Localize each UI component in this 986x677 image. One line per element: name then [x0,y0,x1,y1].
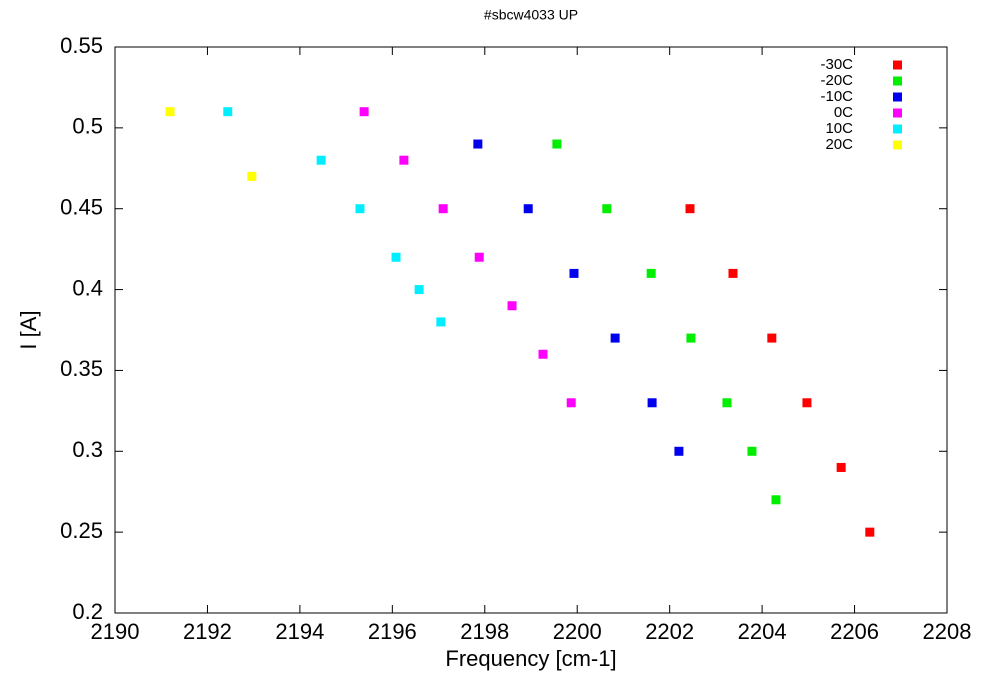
x-axis-label: Frequency [cm-1] [445,646,616,671]
y-tick-label: 0.45 [60,195,103,220]
y-tick-label: 0.2 [72,599,103,624]
point [767,333,777,343]
point [722,398,732,408]
y-tick-label: 0.4 [72,275,103,300]
point [473,139,483,149]
point [802,398,812,408]
point [685,204,695,214]
x-tick-label: 2190 [91,619,140,644]
point [414,285,424,295]
legend-label: 0C [834,104,853,121]
legend-swatch [893,108,902,118]
y-tick-label: 0.55 [60,33,103,58]
point [566,398,576,408]
x-tick-label: 2194 [275,619,324,644]
point [747,446,757,456]
plot-frame [114,46,948,614]
point [474,252,484,262]
point [247,171,257,181]
point [538,349,548,359]
legend-swatch [893,140,902,150]
x-tick-label: 2202 [645,619,694,644]
y-tick-label: 0.3 [72,437,103,462]
chart-title: #sbcw4033 UP [484,7,578,23]
point [552,139,562,149]
legend-label: -10C [820,88,853,105]
point [438,204,448,214]
y-axis-label: I [A] [16,310,41,349]
point [646,268,656,278]
x-tick-label: 2204 [738,619,787,644]
legend-swatch [893,92,902,102]
x-tick-label: 2196 [368,619,417,644]
legend-label: -30C [820,56,853,73]
point [602,204,612,214]
y-tick-label: 0.25 [60,518,103,543]
x-tick-label: 2206 [830,619,879,644]
point [223,107,233,117]
point [674,446,684,456]
x-tick-label: 2198 [460,619,509,644]
point [391,252,401,262]
point [355,204,365,214]
point [359,107,369,117]
point [399,155,409,165]
point [647,398,657,408]
y-tick-label: 0.5 [72,114,103,139]
point [165,107,175,117]
point [610,333,620,343]
legend-label: 10C [825,120,853,137]
point [836,462,846,472]
legend-label: 20C [825,136,853,153]
point [316,155,326,165]
point [728,268,738,278]
point [771,495,781,505]
x-tick-label: 2200 [553,619,602,644]
y-tick-label: 0.35 [60,356,103,381]
legend-label: -20C [820,72,853,89]
point [686,333,696,343]
legend-swatch [893,60,902,70]
point [507,301,517,311]
point [523,204,533,214]
point [436,317,446,327]
point [569,268,579,278]
legend-swatch [893,76,902,86]
point [865,527,875,537]
x-tick-label: 2208 [923,619,972,644]
x-tick-label: 2192 [183,619,232,644]
legend-swatch [893,124,902,134]
